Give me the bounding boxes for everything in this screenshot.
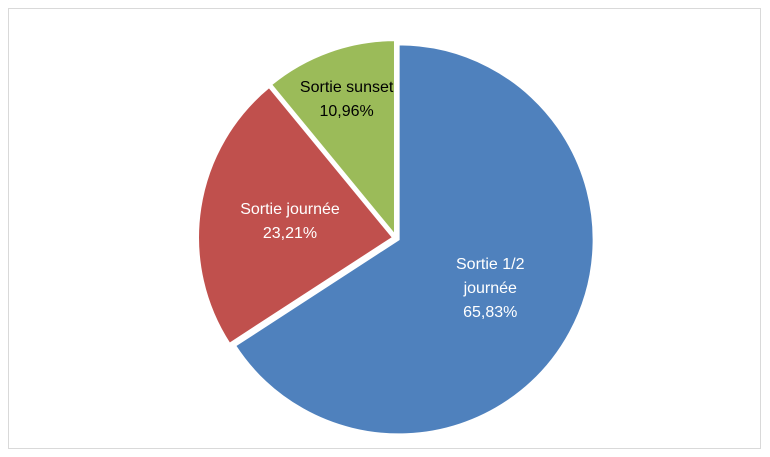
pie-slice <box>197 85 395 346</box>
value-label: 10,96% <box>319 103 374 121</box>
pie-slice <box>233 43 595 436</box>
slice-label: Sortie sunset 10,96% <box>287 76 407 124</box>
category-label: Sortie 1/2 journée <box>456 256 525 298</box>
value-label: 23,21% <box>262 224 318 242</box>
value-label: 65,83% <box>463 304 518 322</box>
category-label: Sortie journée <box>240 200 340 218</box>
category-label: Sortie sunset <box>299 79 394 97</box>
slice-label: Sortie 1/2 journée 65,83% <box>430 253 550 325</box>
slice-label: Sortie journée 23,21% <box>230 198 350 246</box>
pie-slice <box>269 39 396 238</box>
